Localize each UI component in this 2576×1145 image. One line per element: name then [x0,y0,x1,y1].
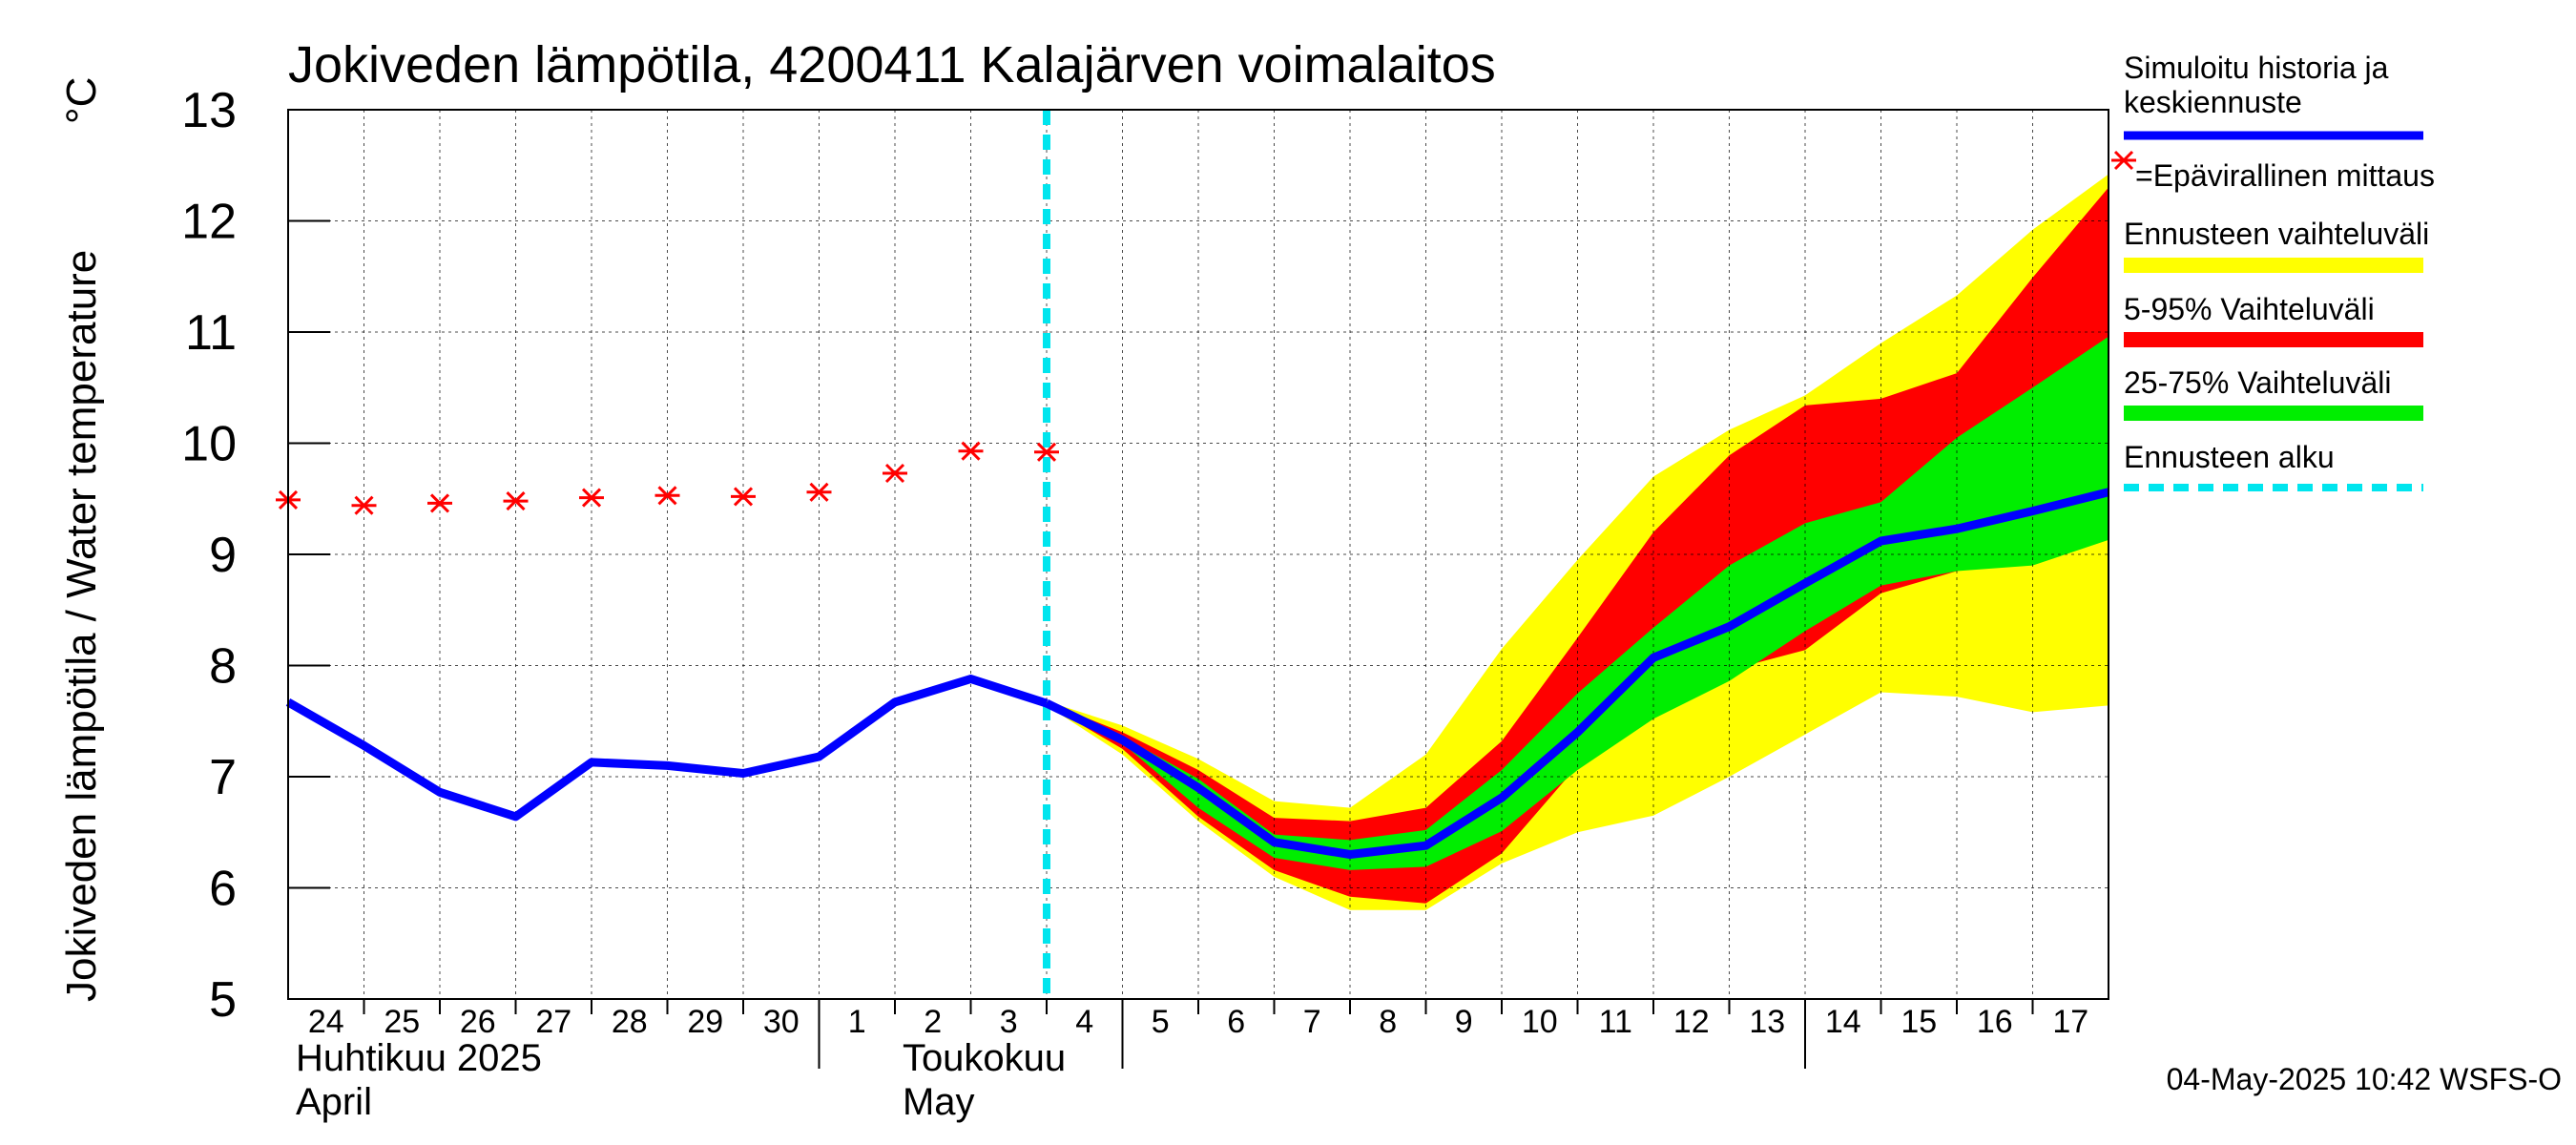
x-day-label: 1 [848,1004,866,1040]
x-day-label: 6 [1227,1004,1245,1040]
measurement-star-stroke [961,441,981,461]
simulated-history-line [285,675,1049,822]
measurement-point [1034,442,1059,462]
legend-swatch [2124,258,2423,273]
x-day-label: 17 [2052,1004,2088,1040]
x-day-label: 12 [1673,1004,1710,1040]
month-label-en: April [296,1081,372,1123]
measurement-point [351,495,377,515]
forecast-median-line [1045,488,2110,859]
y-axis-unit: °C [58,77,105,124]
measurement-point [503,491,529,511]
legend-item: Ennusteen alku [2124,440,2423,491]
x-day-label: 14 [1825,1004,1861,1040]
range-25-75-band [1047,336,2109,870]
measurement-point [654,486,680,506]
measurement-point [883,463,907,484]
legend-label: 25-75% Vaihteluväli [2124,365,2391,400]
measurement-star-stroke [506,491,526,511]
measurement-star-stroke [809,482,829,502]
x-day-label: 8 [1379,1004,1397,1040]
x-day-label: 4 [1075,1004,1093,1040]
measurement-point [579,488,604,508]
x-axis: 24 25 26 27 28 29 30 1 2 3 4 5 6 7 8 9 10 11 12 13 14 15 16 17H… [296,999,2088,1123]
x-day-label: 3 [1000,1004,1018,1040]
y-axis: 5 6 7 8 9 10 11 12 13 [181,83,330,1028]
x-day-label: 9 [1455,1004,1473,1040]
legend-label: Ennusteen alku [2124,440,2335,474]
measurement-star-stroke [733,487,754,507]
legend-item: =Epävirallinen mittaus [2111,150,2435,193]
grid [288,110,2109,999]
legend-swatch [2124,332,2423,347]
x-day-label: 29 [687,1004,723,1040]
legend-label: =Epävirallinen mittaus [2135,158,2435,193]
x-day-label: 13 [1749,1004,1785,1040]
legend-label: keskiennuste [2124,85,2302,119]
x-day-label: 24 [308,1004,344,1040]
x-day-label: 10 [1522,1004,1558,1040]
y-tick-label: 6 [209,862,237,917]
x-day-label: 26 [460,1004,496,1040]
timestamp: 04-May-2025 10:42 WSFS-O [2167,1062,2562,1096]
measurement-point [806,482,832,502]
x-day-label: 16 [1977,1004,2013,1040]
x-day-label: 27 [535,1004,571,1040]
legend-label: 5-95% Vaihteluväli [2124,292,2375,326]
x-day-label: 15 [1901,1004,1937,1040]
measurement-point [958,441,984,461]
measurement-star-stroke [429,493,450,513]
x-day-label: 2 [924,1004,942,1040]
x-day-label: 25 [384,1004,420,1040]
x-day-label: 11 [1599,1004,1632,1040]
measurement-star-stroke [884,463,905,484]
x-day-label: 7 [1303,1004,1321,1040]
legend-swatch [2124,406,2423,421]
legend-label: Ennusteen vaihteluväli [2124,217,2429,251]
y-tick-label: 10 [181,417,237,472]
measurement-marks [276,441,1059,515]
month-label-fi: Toukokuu [903,1037,1066,1079]
chart-title: Jokiveden lämpötila, 4200411 Kalajärven … [288,36,1496,94]
legend-item: 25-75% Vaihteluväli [2124,365,2423,421]
y-tick-label: 9 [209,528,237,583]
y-tick-label: 11 [185,305,237,361]
x-day-label: 30 [763,1004,800,1040]
y-tick-label: 13 [181,83,237,138]
x-day-label: 5 [1152,1004,1170,1040]
measurement-star-stroke [581,488,602,508]
legend-item: 5-95% Vaihteluväli [2124,292,2423,347]
month-label-en: May [903,1081,975,1123]
measurement-point [427,493,452,513]
measurement-star-stroke [1036,442,1057,462]
y-tick-label: 7 [209,750,237,805]
legend-item: Ennusteen vaihteluväli [2124,217,2429,273]
y-tick-label: 5 [209,972,237,1028]
measurement-point [731,487,756,507]
series-lines [285,110,2110,999]
y-axis-label: Jokiveden lämpötila / Water temperature [58,250,105,1002]
measurement-star-stroke [657,486,677,506]
y-tick-label: 8 [209,639,237,695]
legend-star-icon [2113,150,2134,171]
y-tick-label: 12 [181,195,237,250]
month-label-fi: Huhtikuu 2025 [296,1037,542,1079]
measurement-star-stroke [354,495,374,515]
legend-label: Simuloitu historia ja [2124,51,2389,85]
x-day-label: 28 [612,1004,648,1040]
